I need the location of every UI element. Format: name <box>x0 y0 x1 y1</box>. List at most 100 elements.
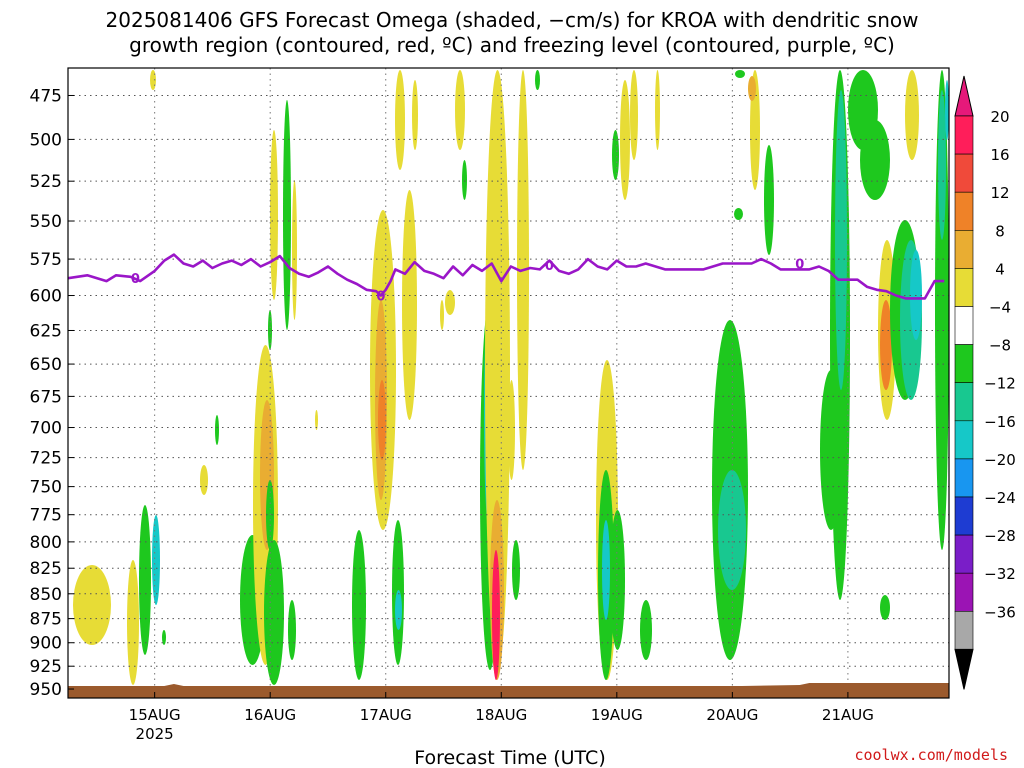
colorbar-label: 20 <box>990 108 1009 126</box>
omega-blob <box>215 415 219 445</box>
credit-text: coolwx.com/models <box>854 746 1008 764</box>
y-tick-label: 750 <box>30 478 62 498</box>
omega-blob <box>162 630 166 645</box>
omega-blob <box>378 380 386 460</box>
colorbar-top-arrow <box>954 75 974 117</box>
colorbar-label: −28 <box>984 527 1016 545</box>
y-tick-label: 500 <box>30 130 62 150</box>
freezing-level-contour: 0 0 0 0 <box>68 253 945 305</box>
y-tick-label: 900 <box>30 634 62 654</box>
y-tick-label: 875 <box>30 610 62 630</box>
omega-blob <box>485 70 510 670</box>
colorbar-segment <box>954 153 974 193</box>
omega-blob <box>835 90 847 390</box>
y-axis: 475 500 525 550 575 600 625 650 675 700 725 750 775 8… <box>30 86 74 700</box>
colorbar-segment <box>954 191 974 231</box>
omega-blob <box>630 70 638 160</box>
x-tick-label: 15AUG <box>129 706 181 724</box>
omega-blob <box>764 145 774 255</box>
omega-blob <box>860 120 890 200</box>
omega-blob <box>640 600 652 660</box>
omega-blob <box>412 80 418 150</box>
colorbar-segment <box>954 458 974 498</box>
y-tick-label: 925 <box>30 657 62 677</box>
omega-blob <box>455 70 465 150</box>
omega-blob <box>445 290 455 315</box>
omega-blob <box>620 80 630 200</box>
contour-label: 0 <box>131 272 140 287</box>
y-tick-label: 650 <box>30 355 62 375</box>
colorbar-segment <box>954 230 974 269</box>
colorbar-segment <box>954 382 974 422</box>
colorbar: 20 16 12 8 4 −4 −8 −12 −16 −20 −24 −28 −32 −36 <box>954 75 1016 690</box>
omega-blob <box>905 70 919 160</box>
y-tick-label: 700 <box>30 419 62 439</box>
y-tick-label: 475 <box>30 86 62 106</box>
colorbar-label: −24 <box>984 489 1016 507</box>
omega-blob <box>492 550 500 680</box>
omega-blob <box>508 380 515 480</box>
omega-blob <box>910 250 922 340</box>
x-tick-label: 17AUG <box>360 706 412 724</box>
colorbar-label: 16 <box>990 146 1009 164</box>
omega-blob <box>938 90 946 240</box>
omega-blob <box>395 590 402 630</box>
y-tick-label: 825 <box>30 559 62 579</box>
omega-shading <box>73 70 949 685</box>
freezing-level-line <box>68 253 945 300</box>
y-tick-label: 575 <box>30 250 62 270</box>
colorbar-label: −4 <box>989 299 1011 317</box>
omega-blob <box>748 76 756 101</box>
ground-surface <box>68 683 949 698</box>
x-tick-label: 20AUG <box>706 706 758 724</box>
y-tick-label: 775 <box>30 506 62 526</box>
colorbar-segment <box>954 268 974 307</box>
x-tick-sublabel: 2025 <box>136 725 174 743</box>
omega-blob <box>152 515 160 605</box>
omega-blob <box>283 100 291 330</box>
omega-blob <box>462 160 467 200</box>
x-tick-label: 19AUG <box>591 706 643 724</box>
y-tick-label: 850 <box>30 585 62 605</box>
omega-blob <box>655 70 660 150</box>
y-tick-label: 625 <box>30 321 62 341</box>
colorbar-label: 4 <box>995 260 1005 278</box>
colorbar-segment <box>954 420 974 460</box>
omega-blob <box>440 300 444 330</box>
omega-blob <box>512 540 520 600</box>
contour-label: 0 <box>376 290 385 305</box>
omega-blob <box>315 410 318 430</box>
y-tick-label: 800 <box>30 533 62 553</box>
omega-blob <box>880 300 892 390</box>
plot-frame <box>67 67 950 699</box>
colorbar-segment <box>954 344 974 384</box>
grid-lines <box>68 68 949 698</box>
y-tick-label: 950 <box>30 680 62 700</box>
colorbar-label: 8 <box>995 222 1005 240</box>
omega-blob <box>734 208 743 220</box>
colorbar-segment <box>954 572 974 612</box>
colorbar-bottom-arrow <box>954 648 974 690</box>
omega-blob <box>610 510 625 650</box>
omega-blob <box>402 190 417 420</box>
omega-blob <box>139 505 151 655</box>
colorbar-segment <box>954 115 974 155</box>
omega-blob <box>73 565 111 645</box>
omega-blob <box>264 540 284 685</box>
omega-blob <box>352 530 366 680</box>
omega-blob <box>735 70 745 78</box>
omega-blob <box>602 520 610 620</box>
y-tick-label: 675 <box>30 387 62 407</box>
x-tick-label: 16AUG <box>244 706 296 724</box>
contour-label: 0 <box>795 258 804 273</box>
title-line-1: 2025081406 GFS Forecast Omega (shaded, −… <box>105 8 919 32</box>
y-tick-label: 725 <box>30 449 62 469</box>
omega-blob <box>270 130 278 300</box>
x-tick-label: 18AUG <box>475 706 527 724</box>
colorbar-label: −16 <box>984 413 1016 431</box>
x-tick-label: 21AUG <box>822 706 874 724</box>
colorbar-label: −12 <box>984 375 1016 393</box>
omega-blob <box>535 70 540 90</box>
